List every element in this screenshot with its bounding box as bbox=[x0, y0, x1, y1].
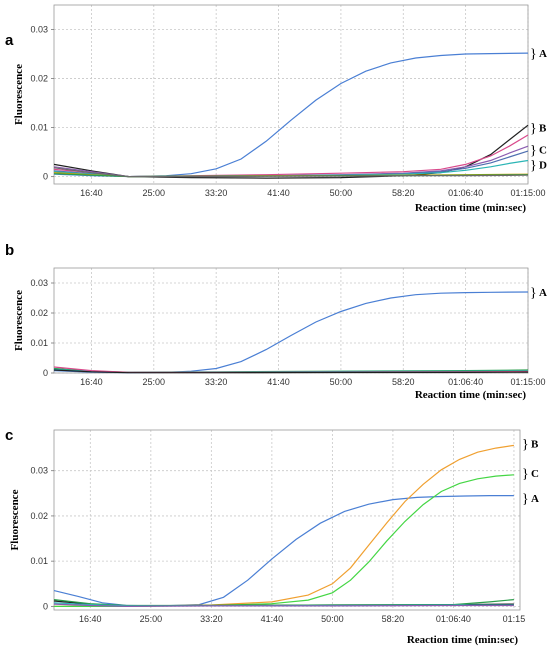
x-tick-label: 16:40 bbox=[80, 188, 103, 198]
group-brace: } bbox=[522, 438, 529, 453]
y-tick-label: 0 bbox=[43, 601, 48, 611]
y-tick-label: 0.01 bbox=[30, 123, 48, 133]
y-axis-title: Fluorescence bbox=[9, 489, 21, 550]
group-brace: } bbox=[530, 158, 537, 173]
series-line-group-D-8 bbox=[53, 167, 529, 178]
x-tick-label: 50:00 bbox=[330, 377, 353, 387]
y-tick-label: 0.02 bbox=[30, 74, 48, 84]
series-line-group-B-1 bbox=[54, 444, 514, 607]
x-tick-label: 41:40 bbox=[267, 188, 290, 198]
y-tick-label: 0.02 bbox=[30, 511, 48, 521]
x-tick-label: 25:00 bbox=[140, 614, 163, 624]
x-tick-label: 01:15 bbox=[503, 614, 526, 624]
x-tick-label: 16:40 bbox=[80, 377, 103, 387]
group-brace: } bbox=[530, 47, 537, 62]
group-brace: } bbox=[522, 467, 529, 482]
x-tick-label: 50:00 bbox=[330, 188, 353, 198]
series-line-group-A-0 bbox=[53, 291, 529, 374]
y-tick-label: 0 bbox=[43, 172, 48, 182]
x-axis-title: Reaction time (min:sec) bbox=[407, 634, 519, 646]
x-axis-title: Reaction time (min:sec) bbox=[415, 202, 527, 214]
x-tick-label: 33:20 bbox=[200, 614, 223, 624]
chart-panel-a: 16:40 25:00 33:20 41:40 50:00 58:20 01:06:40 01… bbox=[5, 4, 547, 214]
group-label-B: B bbox=[539, 123, 547, 135]
y-axis-title: Fluorescence bbox=[13, 290, 25, 351]
y-axis-title: Fluorescence bbox=[13, 64, 25, 125]
series-line-group-B-2 bbox=[53, 134, 529, 178]
x-tick-label: 33:20 bbox=[205, 377, 228, 387]
x-tick-label: 25:00 bbox=[143, 188, 166, 198]
group-brace: } bbox=[530, 122, 537, 137]
series-line-group-A-0 bbox=[53, 495, 514, 607]
y-tick-label: 0.03 bbox=[30, 278, 48, 288]
panel-letter: a bbox=[5, 32, 14, 49]
group-brace: } bbox=[530, 144, 537, 159]
group-label-D: D bbox=[539, 159, 547, 171]
series-line-group-A-0 bbox=[53, 52, 529, 178]
group-label-A: A bbox=[531, 493, 539, 505]
x-tick-label: 16:40 bbox=[79, 614, 102, 624]
x-axis-title: Reaction time (min:sec) bbox=[415, 389, 527, 401]
group-label-A: A bbox=[539, 48, 547, 60]
y-tick-label: 0.03 bbox=[30, 25, 48, 35]
group-brace: } bbox=[522, 492, 529, 507]
series-line-group-C-3 bbox=[53, 145, 529, 178]
x-tick-label: 33:20 bbox=[205, 188, 228, 198]
group-label-A: A bbox=[539, 287, 547, 299]
group-label-C: C bbox=[531, 468, 539, 480]
series-line-6 bbox=[53, 603, 514, 608]
chart-panel-c: 16:40 25:00 33:20 41:40 50:00 58:20 01:06:40 01… bbox=[5, 427, 539, 646]
x-tick-label: 01:06:40 bbox=[448, 188, 483, 198]
x-tick-label: 58:20 bbox=[392, 377, 415, 387]
series-line-group-B-1 bbox=[53, 124, 529, 179]
x-tick-label: 01:15:00 bbox=[510, 188, 545, 198]
series-line-group-C-2 bbox=[54, 474, 514, 607]
x-tick-label: 50:00 bbox=[321, 614, 344, 624]
plot-frame bbox=[53, 429, 521, 611]
y-tick-label: 0.02 bbox=[30, 308, 48, 318]
x-tick-label: 25:00 bbox=[143, 377, 166, 387]
plot-frame bbox=[53, 267, 529, 374]
x-tick-label: 41:40 bbox=[261, 614, 284, 624]
series-line-group-C-4 bbox=[53, 150, 529, 178]
group-label-C: C bbox=[539, 145, 547, 157]
group-label-B: B bbox=[531, 439, 539, 451]
y-tick-label: 0.03 bbox=[30, 466, 48, 476]
x-tick-label: 01:06:40 bbox=[436, 614, 471, 624]
y-tick-label: 0.01 bbox=[30, 556, 48, 566]
panel-letter: c bbox=[5, 427, 13, 444]
chart-panel-b: 16:40 25:00 33:20 41:40 50:00 58:20 01:06:40 01… bbox=[5, 242, 547, 401]
group-brace: } bbox=[530, 286, 537, 301]
x-tick-label: 41:40 bbox=[267, 377, 290, 387]
panel-letter: b bbox=[5, 242, 14, 259]
y-tick-label: 0 bbox=[43, 368, 48, 378]
x-tick-label: 01:06:40 bbox=[448, 377, 483, 387]
x-tick-label: 58:20 bbox=[392, 188, 415, 198]
plot-frame bbox=[53, 4, 529, 185]
series-line-4 bbox=[53, 369, 529, 374]
x-tick-label: 58:20 bbox=[382, 614, 405, 624]
x-tick-label: 01:15:00 bbox=[510, 377, 545, 387]
y-tick-label: 0.01 bbox=[30, 338, 48, 348]
